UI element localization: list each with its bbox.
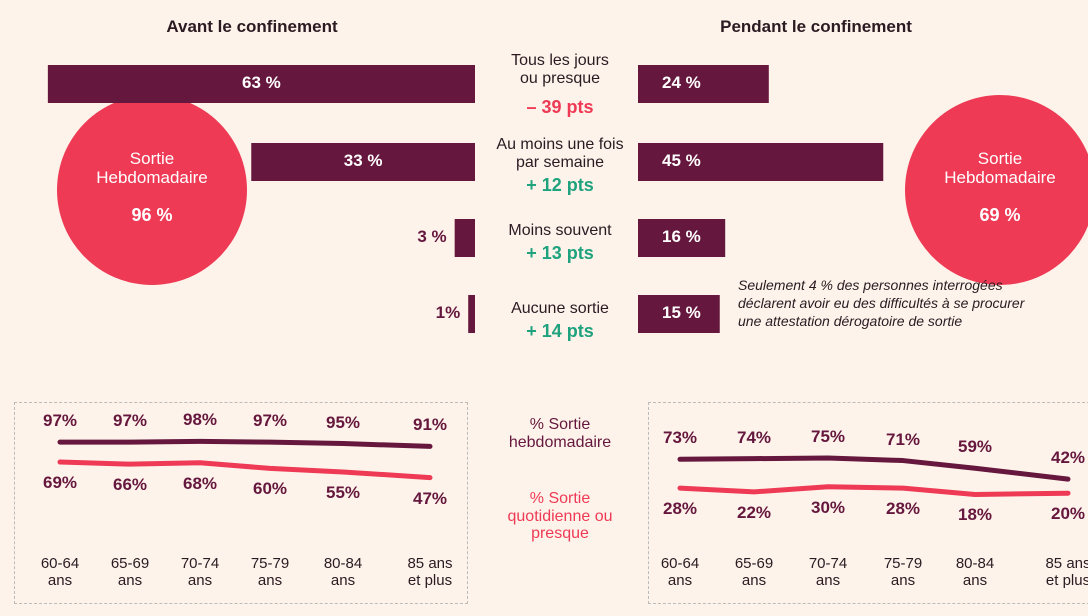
x-tick-label: 60-64 ans [40, 555, 80, 589]
x-tick-label: 85 ans et plus [407, 555, 453, 589]
bar [47, 65, 476, 103]
value-label: 91% [412, 415, 448, 435]
summary-value: 96 % [131, 205, 173, 225]
value-label: 69% [42, 473, 78, 492]
category-label: Tous les jours ou presque [511, 52, 609, 87]
value-label: 18% [957, 505, 993, 525]
value-label: 60% [252, 479, 288, 499]
value-label: 47% [412, 488, 448, 508]
change-label: + 13 pts [526, 243, 594, 263]
x-tick-label: 75-79 ans [250, 555, 290, 589]
frame [14, 402, 468, 604]
summary-value: 69 % [979, 205, 1021, 225]
summary-label: Sortie Hebdomadaire [96, 149, 208, 187]
value-label: 28% [662, 499, 698, 519]
bar [638, 143, 884, 181]
x-tick-label: 80-84 ans [955, 555, 995, 589]
bar [638, 295, 720, 333]
summary-circle [905, 95, 1088, 285]
category-label: Au moins une fois par semaine [496, 136, 624, 171]
value-label: 42% [1050, 448, 1086, 468]
x-tick-label: 60-64 ans [660, 555, 700, 589]
value-label: 97% [42, 411, 78, 431]
x-tick-label: 70-74 ans [180, 555, 220, 589]
value-label: 22% [736, 502, 772, 522]
value-label: 15 % [662, 303, 701, 322]
summary-label: Sortie Hebdomadaire [944, 149, 1056, 187]
bar [638, 65, 769, 103]
x-tick-label: 65-69 ans [734, 555, 774, 589]
value-label: 1% [435, 303, 461, 322]
value-label: 71% [885, 429, 921, 449]
value-label: 73% [662, 428, 698, 448]
value-label: 59% [957, 437, 993, 457]
change-label: + 12 pts [526, 175, 594, 195]
value-label: 66% [112, 475, 148, 495]
legend-entry: % Sortie hebdomadaire [508, 416, 612, 451]
line [677, 455, 1071, 482]
value-label: 20% [1050, 504, 1086, 524]
chart-title: Pendant le confinement [720, 17, 912, 36]
chart-title: Avant le confinement [166, 17, 338, 36]
x-tick-label: 65-69 ans [110, 555, 150, 589]
value-label: 33 % [343, 151, 383, 170]
value-label: 45 % [662, 151, 701, 170]
bar [638, 219, 726, 257]
line [57, 459, 433, 481]
x-tick-label: 75-79 ans [883, 555, 923, 589]
change-label: – 39 pts [526, 97, 594, 117]
x-tick-label: 85 ans et plus [1045, 555, 1088, 589]
bar [468, 295, 475, 333]
value-label: 75% [810, 427, 846, 446]
value-label: 74% [736, 427, 772, 447]
value-label: 95% [325, 412, 361, 432]
change-label: + 14 pts [526, 321, 594, 341]
category-label: Aucune sortie [511, 300, 609, 317]
value-label: 3 % [417, 227, 447, 246]
bar [454, 219, 475, 257]
value-label: 16 % [662, 227, 701, 246]
line [677, 484, 1071, 497]
value-label: 98% [182, 410, 218, 430]
value-label: 24 % [662, 73, 701, 92]
value-label: 68% [182, 473, 218, 493]
x-tick-label: 80-84 ans [323, 555, 363, 589]
value-label: 97% [112, 411, 148, 431]
summary-circle [57, 95, 247, 285]
value-label: 30% [810, 497, 846, 517]
bar [251, 143, 475, 181]
line [57, 438, 433, 449]
category-label: Moins souvent [508, 222, 612, 239]
legend-entry: % Sortie quotidienne ou presque [507, 490, 613, 543]
value-label: 55% [325, 482, 361, 502]
frame [648, 402, 1088, 604]
value-label: 28% [885, 499, 921, 519]
value-label: 97% [252, 411, 288, 431]
value-label: 63 % [242, 73, 281, 92]
note: Seulement 4 % des personnes interrogées … [738, 277, 1025, 330]
x-tick-label: 70-74 ans [808, 555, 848, 589]
